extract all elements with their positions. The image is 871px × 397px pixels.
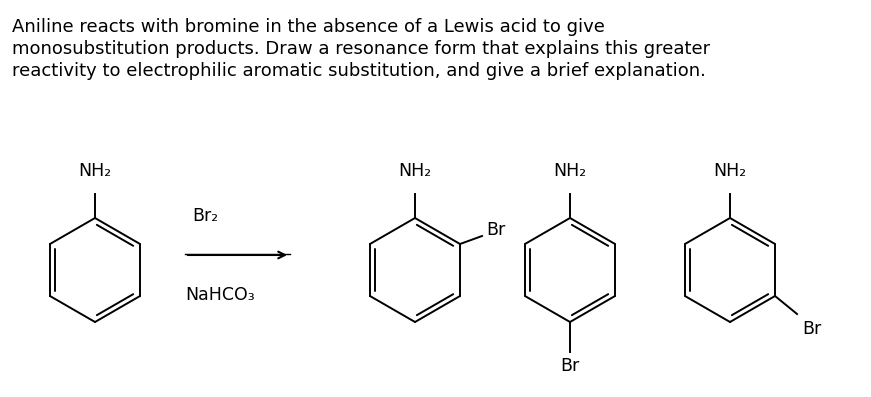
Text: NH₂: NH₂ bbox=[78, 162, 111, 180]
Text: NaHCO₃: NaHCO₃ bbox=[185, 286, 254, 304]
Text: Br: Br bbox=[486, 221, 505, 239]
Text: Br: Br bbox=[560, 357, 579, 375]
Text: reactivity to electrophilic aromatic substitution, and give a brief explanation.: reactivity to electrophilic aromatic sub… bbox=[12, 62, 706, 80]
Text: NH₂: NH₂ bbox=[713, 162, 746, 180]
Text: monosubstitution products. Draw a resonance form that explains this greater: monosubstitution products. Draw a resona… bbox=[12, 40, 710, 58]
Text: Br₂: Br₂ bbox=[192, 207, 218, 225]
Text: NH₂: NH₂ bbox=[398, 162, 431, 180]
Text: NH₂: NH₂ bbox=[553, 162, 586, 180]
Text: Br: Br bbox=[802, 320, 821, 338]
Text: Aniline reacts with bromine in the absence of a Lewis acid to give: Aniline reacts with bromine in the absen… bbox=[12, 18, 604, 36]
